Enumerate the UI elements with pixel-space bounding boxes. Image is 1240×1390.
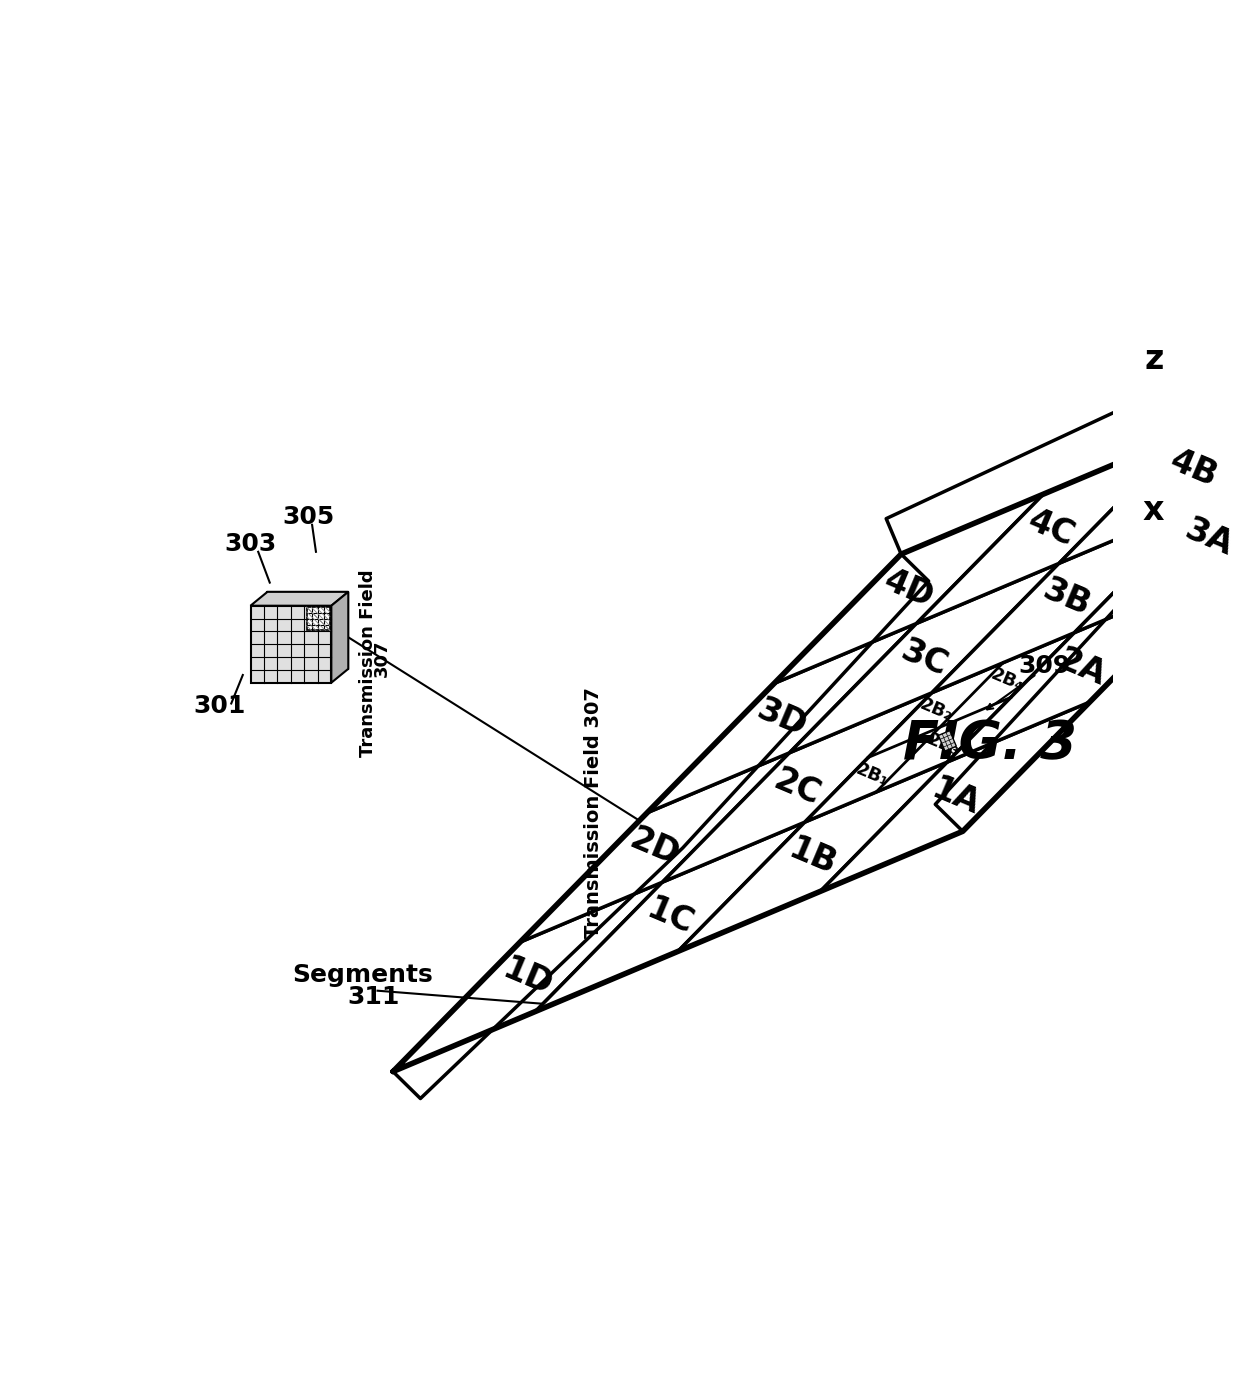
- Polygon shape: [268, 592, 348, 669]
- Polygon shape: [939, 731, 956, 751]
- Text: 309: 309: [1018, 655, 1070, 678]
- Polygon shape: [821, 702, 1090, 891]
- Polygon shape: [1074, 443, 1240, 632]
- Text: 1C: 1C: [642, 892, 698, 941]
- Text: 3B: 3B: [1038, 573, 1096, 623]
- Polygon shape: [306, 607, 330, 630]
- Text: 3D: 3D: [751, 694, 812, 744]
- Polygon shape: [393, 883, 662, 1072]
- Polygon shape: [805, 632, 1074, 821]
- Polygon shape: [647, 623, 916, 813]
- Text: 2B₄: 2B₄: [988, 664, 1027, 695]
- Text: 311: 311: [347, 986, 399, 1009]
- Polygon shape: [331, 592, 348, 682]
- Text: Transmission Field: Transmission Field: [358, 563, 377, 756]
- Text: x: x: [1143, 493, 1164, 527]
- Text: 2B₃: 2B₃: [924, 730, 962, 759]
- Text: 2A: 2A: [1053, 642, 1111, 692]
- Polygon shape: [520, 753, 790, 942]
- Text: z: z: [1145, 343, 1164, 375]
- Text: Transmission Field 307: Transmission Field 307: [584, 688, 603, 938]
- Polygon shape: [678, 762, 947, 951]
- Text: 4B: 4B: [1164, 443, 1223, 493]
- Polygon shape: [790, 563, 1059, 753]
- Text: 4C: 4C: [1023, 505, 1080, 553]
- Polygon shape: [774, 493, 1044, 684]
- Text: 303: 303: [224, 532, 277, 556]
- Text: 2B₂: 2B₂: [916, 695, 955, 726]
- Polygon shape: [916, 434, 1185, 623]
- Polygon shape: [250, 592, 348, 606]
- Text: Segments: Segments: [291, 963, 433, 987]
- Text: 1B: 1B: [784, 833, 842, 881]
- Text: 307: 307: [372, 639, 391, 677]
- Text: 3C: 3C: [895, 634, 952, 682]
- Text: 2D: 2D: [625, 823, 684, 873]
- Polygon shape: [932, 503, 1202, 692]
- Text: 305: 305: [283, 505, 335, 530]
- Polygon shape: [947, 573, 1216, 762]
- Polygon shape: [250, 606, 331, 682]
- Text: FIG. 3: FIG. 3: [903, 719, 1076, 770]
- Text: 2C: 2C: [769, 763, 826, 812]
- Text: 3A: 3A: [1180, 513, 1239, 563]
- Polygon shape: [536, 821, 805, 1012]
- Polygon shape: [1059, 374, 1240, 563]
- Text: 1D: 1D: [497, 952, 558, 1002]
- Polygon shape: [1202, 314, 1240, 503]
- Text: 4D: 4D: [879, 564, 939, 614]
- Text: 301: 301: [193, 694, 246, 717]
- Text: 2B₁: 2B₁: [853, 760, 892, 790]
- Text: 1A: 1A: [926, 771, 985, 821]
- Polygon shape: [662, 692, 932, 883]
